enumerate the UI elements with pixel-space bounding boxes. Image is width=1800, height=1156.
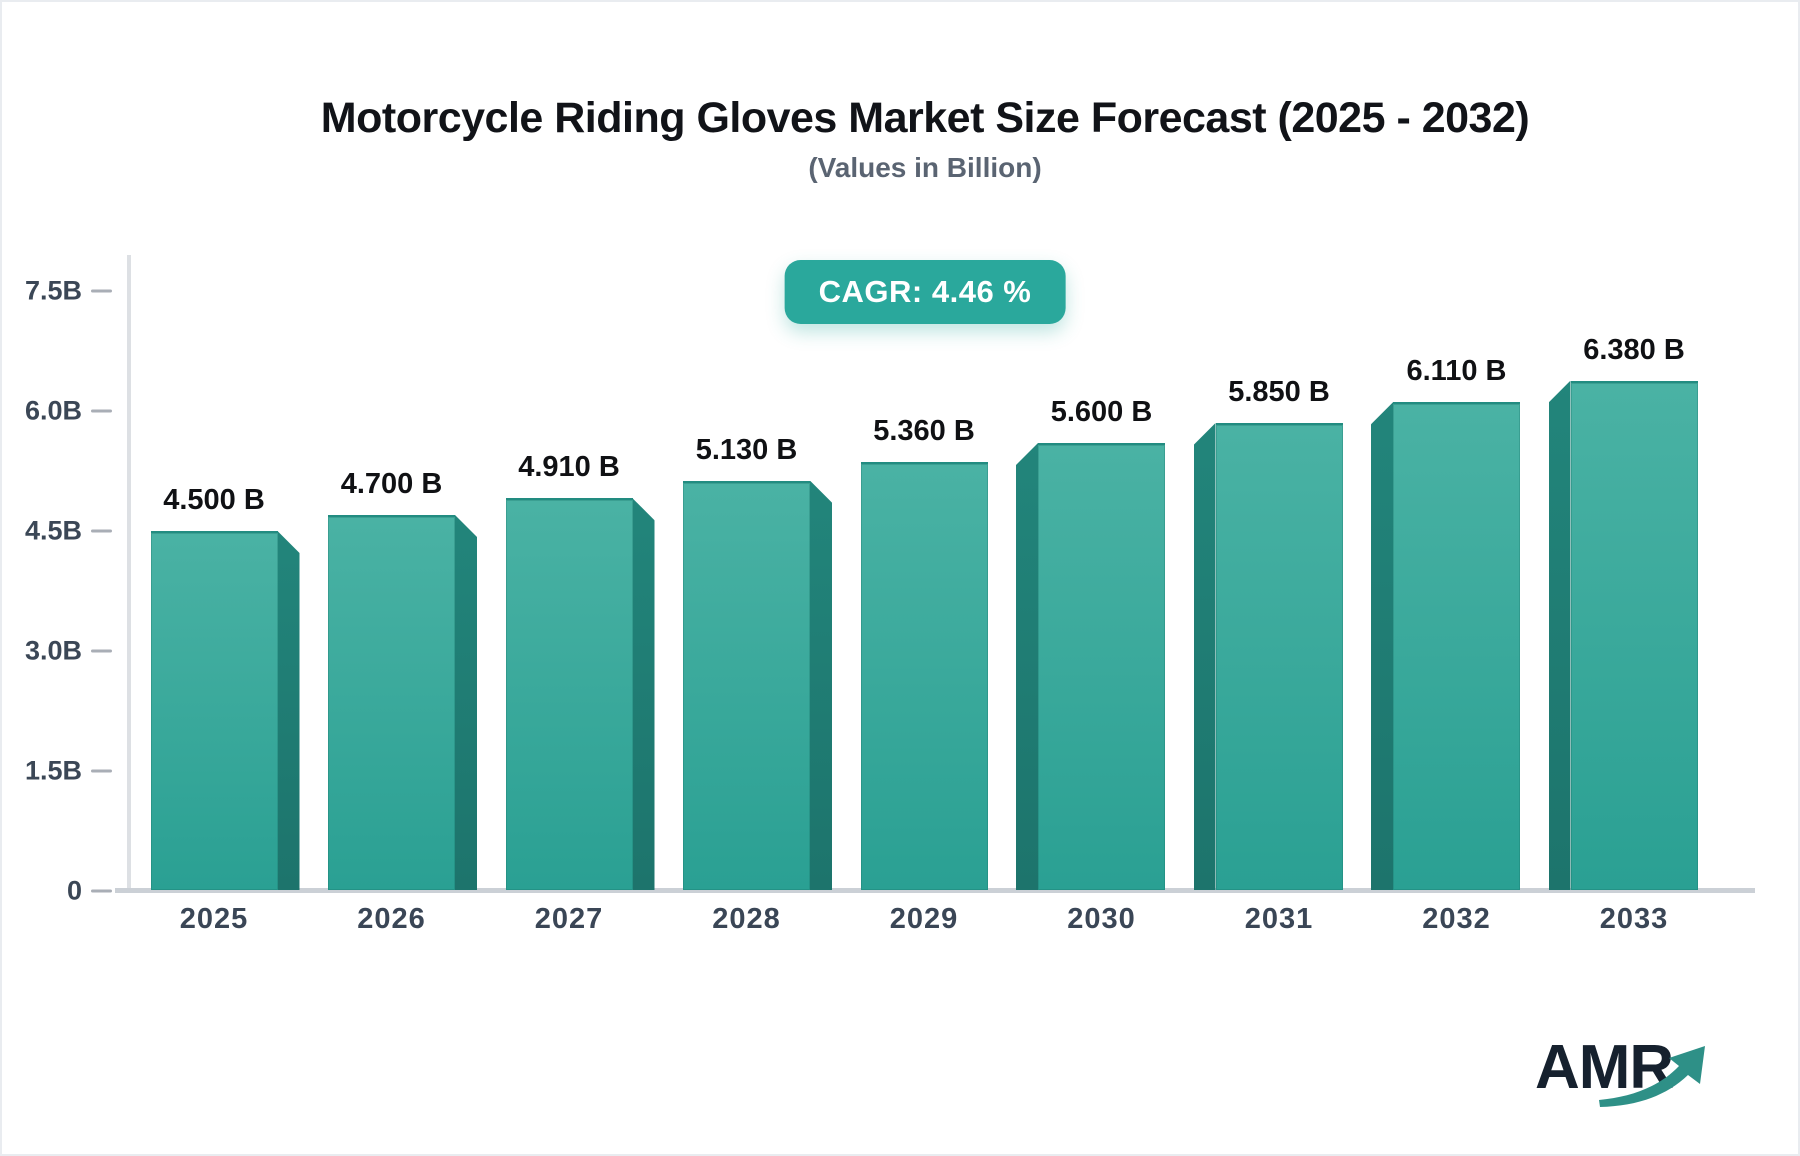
bar-2030[interactable] <box>1038 443 1165 890</box>
bar-2026[interactable] <box>328 515 455 890</box>
x-axis-label-2027: 2027 <box>534 903 604 935</box>
y-axis-tick-mark <box>91 289 112 293</box>
bar-value-label: 5.130 B <box>695 433 798 466</box>
bar-side-face <box>1016 443 1038 890</box>
bar-side-face <box>277 531 300 890</box>
bar-value-label: 4.910 B <box>518 451 620 484</box>
x-axis-label-2026: 2026 <box>357 903 426 935</box>
bar-side-face <box>1193 423 1216 890</box>
bar-2033[interactable] <box>1570 380 1698 890</box>
y-axis-line <box>127 255 131 893</box>
y-axis-tick-mark <box>91 649 112 653</box>
bar-side-face <box>1371 402 1393 890</box>
x-axis-label-2025: 2025 <box>179 903 249 935</box>
x-axis-label-2033: 2033 <box>1599 903 1669 935</box>
bar-value-label: 5.850 B <box>1228 376 1330 408</box>
y-axis-tick-mark <box>91 769 112 773</box>
bar-2032[interactable] <box>1393 402 1520 890</box>
x-axis-label-2029: 2029 <box>889 903 959 935</box>
bar-2031[interactable] <box>1215 423 1343 890</box>
bar-side-face <box>810 480 832 890</box>
bar-value-label: 6.110 B <box>1406 355 1507 388</box>
chart-title: Motorcycle Riding Gloves Market Size For… <box>320 94 1530 142</box>
x-axis-label-2032: 2032 <box>1422 903 1491 935</box>
y-axis-tick-label: 0 <box>66 875 82 906</box>
bar-side-face <box>632 498 655 890</box>
growth-arrow-icon <box>1599 1046 1705 1107</box>
cagr-badge: CAGR: 4.46 % <box>784 260 1066 324</box>
bar-side-face <box>1548 380 1571 890</box>
x-axis-label-2031: 2031 <box>1244 903 1314 935</box>
bar-side-face <box>455 515 477 890</box>
y-axis-tick-label: 7.5B <box>24 275 82 306</box>
bar-2027[interactable] <box>505 498 633 890</box>
x-axis-label-2030: 2030 <box>1067 903 1136 935</box>
bar-value-label: 4.700 B <box>340 468 443 500</box>
x-axis-baseline <box>115 888 1755 893</box>
bar-value-label: 4.500 B <box>163 484 265 516</box>
bar-value-label: 6.380 B <box>1583 333 1685 366</box>
bar-2029[interactable] <box>860 462 988 890</box>
amr-logo: AMR <box>1535 1032 1715 1112</box>
y-axis-tick-mark <box>91 889 112 893</box>
y-axis-tick-mark <box>91 529 112 533</box>
y-axis-tick-label: 4.5B <box>24 515 82 546</box>
bar-2028[interactable] <box>683 480 810 890</box>
chart-subtitle: (Values in Billion) <box>808 152 1042 183</box>
bar-2025[interactable] <box>150 531 278 890</box>
y-axis-tick-mark <box>91 409 112 413</box>
bar-value-label: 5.600 B <box>1050 396 1153 428</box>
bar-value-label: 5.360 B <box>873 415 975 448</box>
y-axis-tick-label: 6.0B <box>24 395 82 426</box>
x-axis-label-2028: 2028 <box>712 903 781 935</box>
y-axis-tick-label: 3.0B <box>24 635 82 666</box>
y-axis-tick-label: 1.5B <box>24 755 82 786</box>
